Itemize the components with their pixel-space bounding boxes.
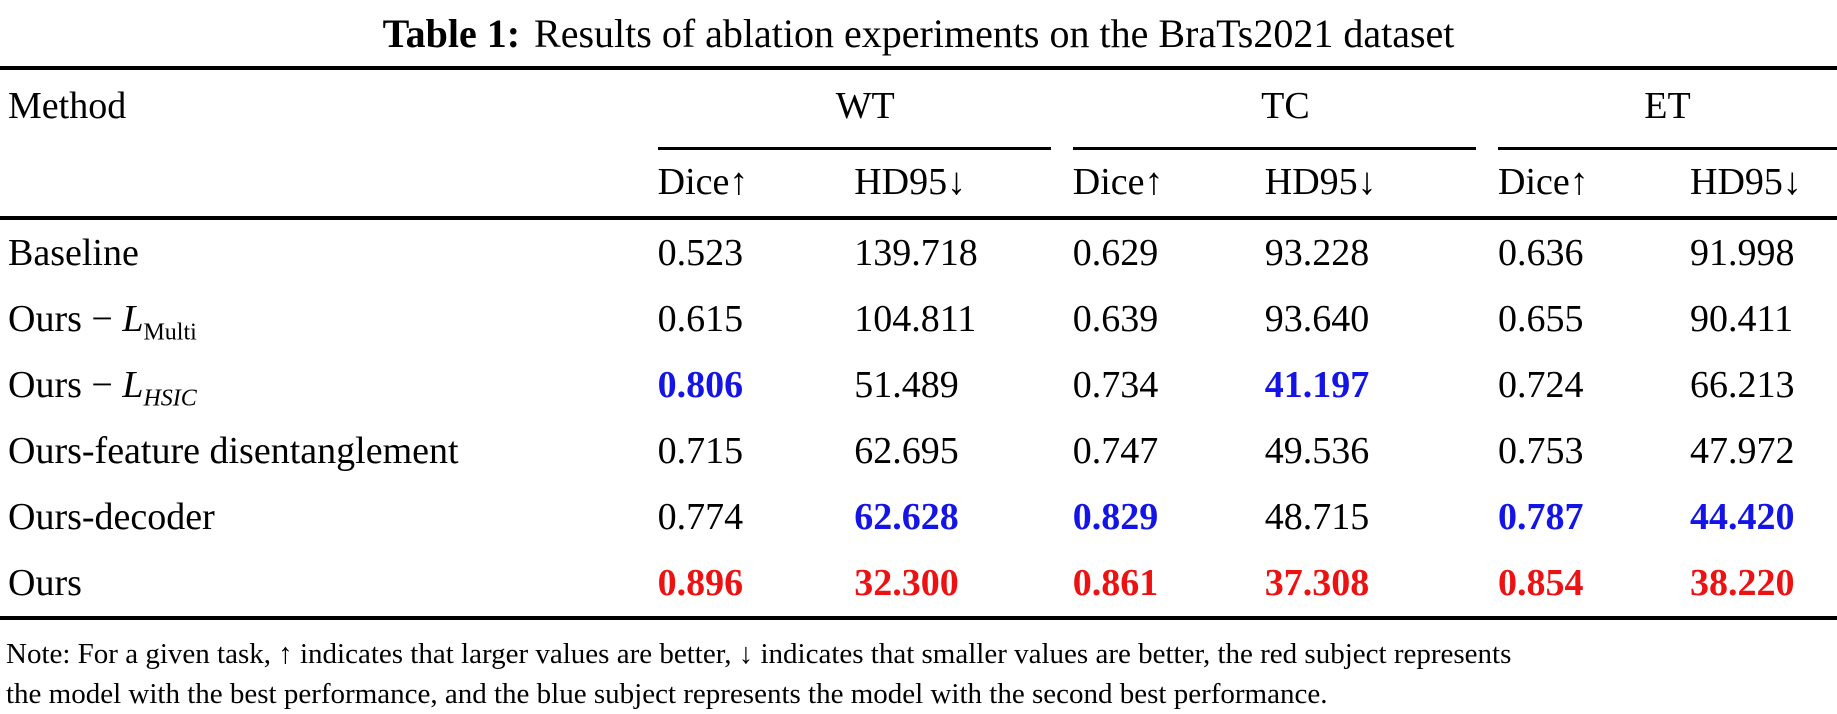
table-row: Baseline 0.523 139.718 0.629 93.228 0.636 91.9…	[0, 218, 1837, 286]
group-header-row: Method WT TC ET	[0, 68, 1837, 220]
value-cell: 0.639	[1072, 298, 1159, 340]
value-cell-second: 0.829	[1072, 496, 1159, 538]
loss-subscript: HSIC	[143, 385, 197, 412]
results-table: Method WT TC ET Dice↑ HD95↓ Dice↑ HD95↓ …	[0, 66, 1837, 620]
value-cell-second: 0.806	[657, 364, 744, 406]
value-cell: 62.695	[854, 430, 959, 472]
value-cell: 0.636	[1498, 232, 1584, 274]
value-cell: 0.753	[1498, 430, 1584, 472]
value-cell: 0.523	[657, 232, 744, 274]
table-row: Ours 0.896 32.300 0.861 37.308 0.854 38.220	[0, 550, 1837, 618]
method-cell: Ours-decoder	[8, 496, 215, 538]
table-caption: Table 1: Results of ablation experiments …	[0, 0, 1837, 66]
column-header-wt-dice: Dice↑	[657, 150, 855, 220]
value-cell: 48.715	[1264, 496, 1370, 538]
value-cell: 0.629	[1072, 232, 1159, 274]
value-cell-second: 44.420	[1690, 496, 1795, 538]
value-cell: 0.715	[657, 430, 744, 472]
table-caption-text: Results of ablation experiments on the B…	[534, 11, 1455, 56]
value-cell: 93.640	[1264, 298, 1370, 340]
table-note-line-1: Note: For a given task, ↑ indicates that…	[6, 638, 1512, 670]
sub-header-row: Dice↑ HD95↓ Dice↑ HD95↓ Dice↑ HD95↓	[0, 150, 1837, 220]
column-header-wt-hd95: HD95↓	[854, 150, 1073, 220]
table-note-line-2: the model with the best performance, and…	[6, 678, 1328, 710]
value-cell-best: 32.300	[854, 562, 959, 604]
value-cell: 0.655	[1498, 298, 1584, 340]
column-header-method: Method	[0, 68, 658, 220]
value-cell-best: 38.220	[1690, 562, 1795, 604]
value-cell-best: 0.861	[1072, 562, 1159, 604]
table-note: Note: For a given task, ↑ indicates that…	[0, 620, 1837, 714]
column-header-tc-dice: Dice↑	[1072, 150, 1265, 220]
method-cell: Ours	[8, 562, 82, 604]
value-cell-best: 0.896	[657, 562, 744, 604]
table-row: Ours − LMulti 0.615 104.811 0.639 93.640 0.65…	[0, 286, 1837, 352]
value-cell: 93.228	[1264, 232, 1370, 274]
column-header-et-hd95: HD95↓	[1690, 150, 1837, 220]
value-cell: 91.998	[1690, 232, 1795, 274]
value-cell: 66.213	[1690, 364, 1795, 406]
value-cell: 49.536	[1264, 430, 1370, 472]
value-cell: 90.411	[1690, 298, 1794, 340]
value-cell: 0.747	[1072, 430, 1159, 472]
group-header-et: ET	[1498, 68, 1837, 150]
loss-subscript: Multi	[143, 319, 197, 346]
table-row: Ours − LHSIC 0.806 51.489 0.734 41.197 0.724 6…	[0, 352, 1837, 418]
value-cell: 47.972	[1690, 430, 1795, 472]
value-cell: 0.615	[657, 298, 744, 340]
loss-symbol: L	[122, 298, 144, 340]
column-header-et-dice: Dice↑	[1498, 150, 1690, 220]
method-cell: Ours-feature disentanglement	[8, 430, 459, 472]
method-cell: Ours − LMulti	[8, 298, 197, 346]
value-cell: 51.489	[854, 364, 959, 406]
value-cell-second: 0.787	[1498, 496, 1584, 538]
method-cell: Baseline	[8, 232, 139, 274]
group-header-wt: WT	[657, 68, 1073, 150]
method-cell: Ours − LHSIC	[8, 364, 197, 412]
value-cell: 0.734	[1072, 364, 1159, 406]
column-header-tc-hd95: HD95↓	[1264, 150, 1499, 220]
value-cell: 104.811	[854, 298, 977, 340]
value-cell-best: 0.854	[1498, 562, 1584, 604]
loss-symbol: L	[122, 364, 144, 406]
value-cell-second: 41.197	[1264, 364, 1370, 406]
value-cell: 0.724	[1498, 364, 1584, 406]
value-cell-best: 37.308	[1264, 562, 1370, 604]
table-row: Ours-feature disentanglement 0.715 62.695 0…	[0, 418, 1837, 484]
table-caption-label: Table 1:	[382, 11, 521, 56]
group-header-tc: TC	[1072, 68, 1498, 150]
table-row: Ours-decoder 0.774 62.628 0.829 48.715 0.787 4…	[0, 484, 1837, 550]
value-cell-second: 62.628	[854, 496, 959, 538]
value-cell: 0.774	[657, 496, 744, 538]
value-cell: 139.718	[854, 232, 978, 274]
